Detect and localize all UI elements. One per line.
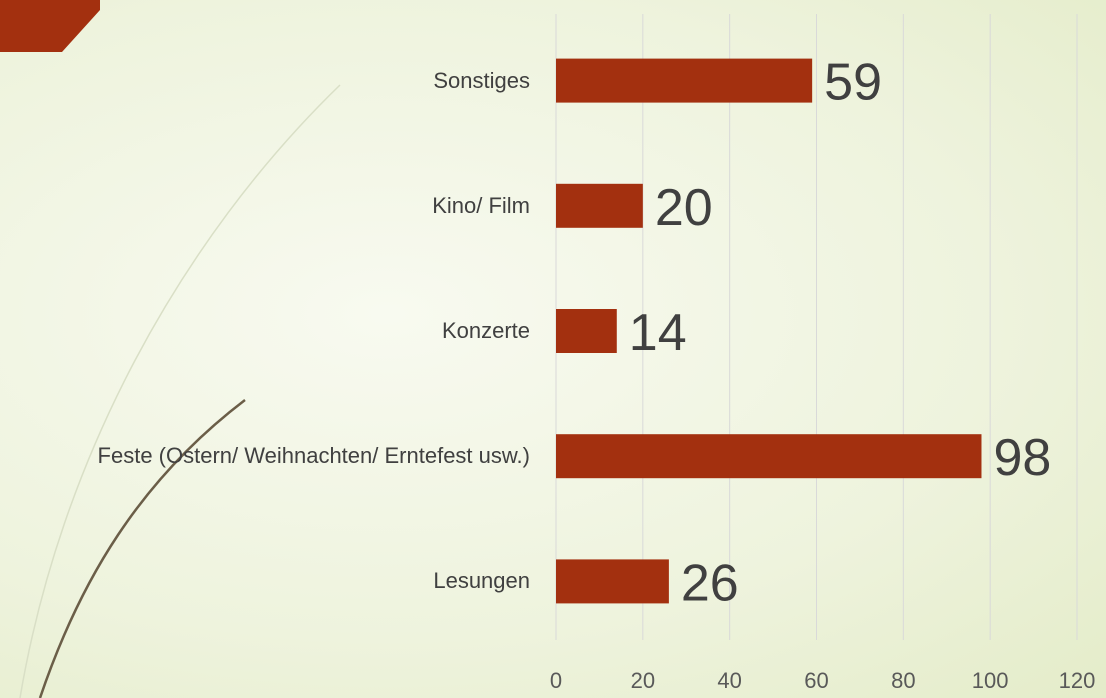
y-tick-label: Feste (Ostern/ Weihnachten/ Erntefest us… bbox=[97, 443, 530, 469]
data-label: 98 bbox=[993, 429, 1051, 487]
bar bbox=[556, 58, 813, 103]
data-label: 26 bbox=[681, 554, 739, 612]
data-label: 59 bbox=[824, 54, 882, 112]
bar bbox=[556, 309, 617, 353]
data-label: 14 bbox=[629, 304, 687, 362]
y-tick-label: Konzerte bbox=[441, 318, 530, 343]
y-tick-label: Kino/ Film bbox=[432, 192, 530, 218]
x-tick-label: 80 bbox=[891, 668, 915, 693]
decor-shape bbox=[0, 0, 100, 52]
decor-curve bbox=[19, 84, 341, 698]
bar bbox=[556, 559, 669, 604]
bar bbox=[556, 434, 982, 479]
x-tick-label: 40 bbox=[717, 668, 741, 693]
x-tick-label: 20 bbox=[631, 668, 655, 693]
y-tick-label: Lesungen bbox=[433, 568, 530, 594]
x-tick-label: 0 bbox=[550, 668, 562, 693]
bar bbox=[556, 183, 643, 228]
x-tick-label: 60 bbox=[804, 668, 828, 693]
decor-curve bbox=[38, 399, 246, 698]
x-tick-label: 100 bbox=[972, 668, 1009, 693]
data-label: 20 bbox=[655, 179, 713, 237]
y-tick-label: Sonstiges bbox=[433, 67, 530, 93]
x-tick-label: 120 bbox=[1059, 668, 1096, 693]
